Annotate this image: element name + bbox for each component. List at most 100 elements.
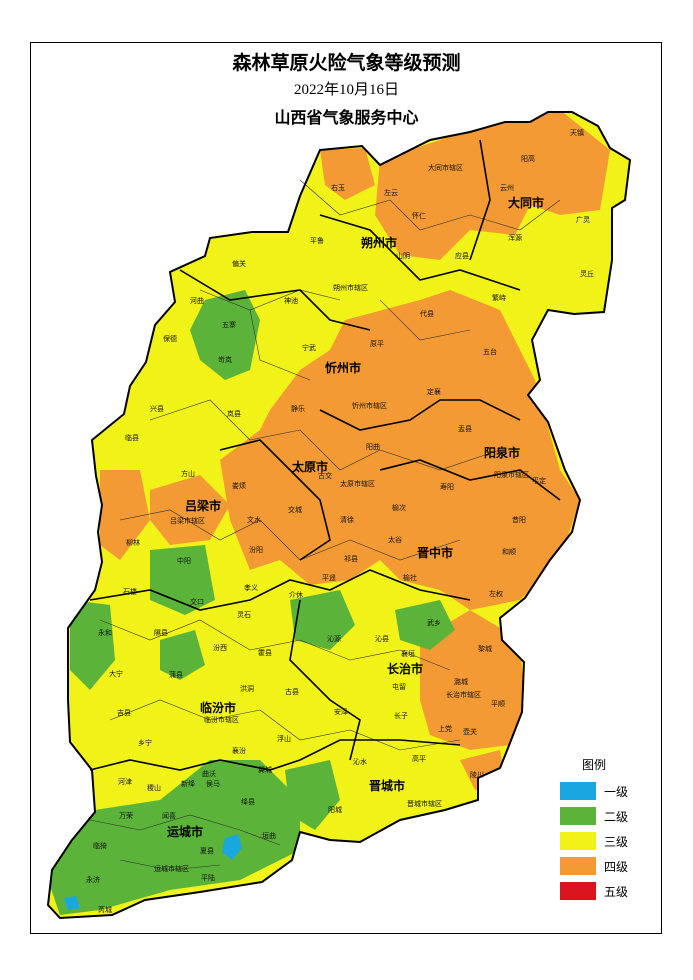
city-boundaries [89,139,561,771]
county-label: 太原市辖区 [340,479,375,488]
county-label: 浮山 [277,734,291,743]
county-label: 代县 [420,309,434,318]
risk-zone-level2-west-edge [70,600,115,690]
county-label: 孝义 [244,584,258,592]
county-label: 大宁 [109,669,123,678]
city-label: 吕梁市 [185,498,221,513]
legend-item-level2: 二级 [560,807,650,825]
county-label: 隰县 [154,628,168,637]
legend-item-level4: 四级 [560,857,650,875]
county-label: 中阳 [177,556,191,565]
risk-zone-level2-lvliang [150,545,215,615]
county-label: 昔阳 [512,515,526,524]
county-label: 盂县 [458,425,472,433]
county-label: 曲沃 [202,769,216,778]
county-label: 灵丘 [580,269,594,278]
county-label: 临县 [125,433,139,442]
county-label: 平鲁 [310,236,324,245]
county-label: 河津 [118,778,132,786]
risk-zone-level2-center-south [290,590,355,650]
risk-zone-level4-north [375,112,610,260]
county-label: 长子 [394,711,408,720]
county-label: 武乡 [427,618,441,627]
risk-zone-level2-changzhi [395,600,455,650]
city-label: 阳泉市 [484,445,520,460]
county-label: 灵石 [237,611,251,619]
city-label: 大同市 [508,195,544,210]
county-label: 闻喜 [162,811,176,820]
county-label: 襄垣 [401,649,415,658]
risk-zone-level4-west [100,470,150,560]
risk-zone-level4-northwest [320,148,375,200]
city-labels: 大同市 朔州市 忻州市 阳泉市 太原市 吕梁市 晋中市 长治市 临汾市 晋城市 … [167,195,544,839]
risk-zone-level4-southeast [420,610,525,750]
city-label: 运城市 [167,824,203,839]
county-label: 右玉 [331,183,345,192]
county-label: 保德 [163,334,177,343]
county-label: 阳泉市辖区 [494,470,529,479]
county-label: 静乐 [291,404,305,413]
county-label: 平陆 [201,873,215,882]
county-label: 和顺 [502,547,516,556]
county-label: 沁县 [375,634,389,643]
county-label: 屯留 [392,682,406,691]
county-label: 夏县 [200,847,214,855]
legend-item-level1: 一级 [560,782,650,800]
county-label: 吕梁市辖区 [170,516,205,525]
city-label: 晋中市 [417,545,453,560]
county-label: 沁源 [327,634,341,643]
legend-label: 五级 [604,885,629,899]
county-label: 绛县 [241,797,255,806]
county-label: 娄烦 [232,481,246,490]
county-label: 临猗 [93,841,107,850]
county-label: 垣曲 [262,831,276,840]
county-label: 安泽 [334,707,348,716]
county-label: 浑源 [508,233,522,242]
county-label: 繁峙 [492,293,506,302]
city-label: 太原市 [292,459,328,474]
county-label: 石楼 [123,587,137,596]
risk-zone-level1-yongji [64,896,80,910]
county-label: 稷山 [147,783,161,792]
legend-item-level3: 三级 [560,832,650,850]
county-label: 山阴 [396,251,410,260]
county-label: 黎城 [478,644,492,653]
county-label: 平定 [532,476,546,485]
county-label: 怀仁 [412,211,426,220]
county-label: 忻州市辖区 [352,401,387,410]
city-label: 长治市 [387,661,423,676]
legend-item-level5: 五级 [560,882,650,900]
county-label: 壶关 [463,727,477,736]
county-label: 柳林 [126,538,140,547]
county-label: 侯马 [206,779,220,788]
county-label: 广灵 [576,215,590,224]
county-label: 文水 [247,515,261,524]
county-label: 汾西 [213,643,227,652]
legend-label: 三级 [604,835,629,849]
city-label: 临汾市 [200,700,236,715]
county-label: 朔州市辖区 [333,283,368,292]
legend-label: 二级 [604,810,629,824]
map-title: 森林草原火险气象等级预测 [232,52,461,74]
risk-zones [48,112,610,915]
county-label: 蒲县 [169,670,183,679]
risk-zone-level1-xiaxian [222,834,242,860]
risk-zone-level2-linfen-north [160,630,205,680]
county-label: 襄汾 [232,746,246,755]
county-label: 翼城 [258,766,272,774]
county-label: 阳曲 [366,442,380,451]
county-label: 五台 [483,347,497,356]
issuing-organization: 山西省气象服务中心 [274,108,419,127]
county-label: 永和 [98,628,112,637]
county-label: 汾阳 [249,545,263,554]
county-label: 阳城 [328,805,342,814]
county-label: 阳高 [521,154,535,163]
county-label: 长治市辖区 [446,690,481,699]
legend-label: 一级 [604,785,629,799]
forecast-date: 2022年10月16日 [293,82,399,98]
county-label: 芮城 [98,905,112,914]
risk-zone-level2-southwest [48,760,300,915]
county-label: 原平 [370,340,384,348]
county-label: 宁武 [302,343,316,352]
